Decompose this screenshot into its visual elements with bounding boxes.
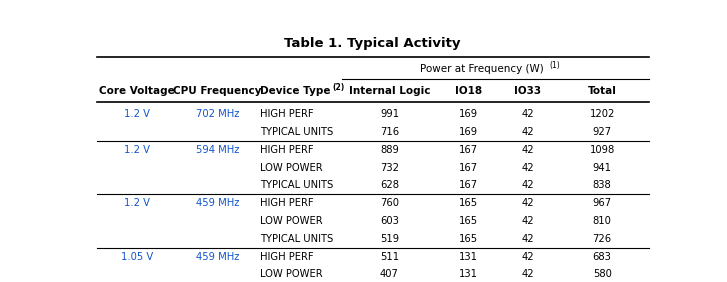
Text: HIGH PERF: HIGH PERF (260, 252, 313, 262)
Text: HIGH PERF: HIGH PERF (260, 109, 313, 119)
Text: 760: 760 (380, 198, 399, 208)
Text: 889: 889 (380, 145, 399, 155)
Text: LOW POWER: LOW POWER (260, 269, 323, 279)
Text: 927: 927 (593, 127, 611, 137)
Text: 716: 716 (380, 127, 399, 137)
Text: 165: 165 (459, 216, 478, 226)
Text: 810: 810 (593, 216, 611, 226)
Text: Core Voltage: Core Voltage (100, 86, 175, 96)
Text: 726: 726 (593, 234, 611, 244)
Text: 167: 167 (459, 163, 478, 173)
Text: 732: 732 (380, 163, 399, 173)
Text: 967: 967 (593, 198, 611, 208)
Text: 459 MHz: 459 MHz (196, 198, 239, 208)
Text: IO18: IO18 (455, 86, 482, 96)
Text: 42: 42 (521, 127, 534, 137)
Text: Internal Logic: Internal Logic (349, 86, 430, 96)
Text: LOW POWER: LOW POWER (260, 163, 323, 173)
Text: (2): (2) (332, 83, 345, 92)
Text: 167: 167 (459, 145, 478, 155)
Text: 42: 42 (521, 234, 534, 244)
Text: 1.2 V: 1.2 V (124, 145, 150, 155)
Text: 42: 42 (521, 252, 534, 262)
Text: 1.2 V: 1.2 V (124, 198, 150, 208)
Text: 991: 991 (380, 109, 399, 119)
Text: 1.05 V: 1.05 V (121, 252, 153, 262)
Text: 42: 42 (521, 163, 534, 173)
Text: HIGH PERF: HIGH PERF (260, 198, 313, 208)
Text: 511: 511 (380, 252, 399, 262)
Text: 580: 580 (593, 269, 611, 279)
Text: 941: 941 (593, 163, 611, 173)
Text: 407: 407 (380, 269, 399, 279)
Text: 165: 165 (459, 234, 478, 244)
Text: 42: 42 (521, 180, 534, 190)
Text: 42: 42 (521, 198, 534, 208)
Text: (1): (1) (549, 61, 560, 70)
Text: 628: 628 (380, 180, 399, 190)
Text: Total: Total (587, 86, 616, 96)
Text: Power at Frequency (W): Power at Frequency (W) (420, 63, 547, 74)
Text: 1098: 1098 (590, 145, 615, 155)
Text: 131: 131 (459, 252, 478, 262)
Text: TYPICAL UNITS: TYPICAL UNITS (260, 127, 333, 137)
Text: 42: 42 (521, 145, 534, 155)
Text: Table 1. Typical Activity: Table 1. Typical Activity (284, 37, 461, 50)
Text: 169: 169 (459, 127, 478, 137)
Text: 167: 167 (459, 180, 478, 190)
Text: CPU Frequency: CPU Frequency (174, 86, 262, 96)
Text: 683: 683 (593, 252, 611, 262)
Text: 169: 169 (459, 109, 478, 119)
Text: 131: 131 (459, 269, 478, 279)
Text: HIGH PERF: HIGH PERF (260, 145, 313, 155)
Text: 519: 519 (380, 234, 399, 244)
Text: LOW POWER: LOW POWER (260, 216, 323, 226)
Text: 459 MHz: 459 MHz (196, 252, 239, 262)
Text: 165: 165 (459, 198, 478, 208)
Text: 702 MHz: 702 MHz (196, 109, 239, 119)
Text: TYPICAL UNITS: TYPICAL UNITS (260, 180, 333, 190)
Text: 603: 603 (380, 216, 399, 226)
Text: 594 MHz: 594 MHz (196, 145, 239, 155)
Text: 838: 838 (593, 180, 611, 190)
Text: 42: 42 (521, 269, 534, 279)
Text: TYPICAL UNITS: TYPICAL UNITS (260, 234, 333, 244)
Text: 42: 42 (521, 109, 534, 119)
Text: 1202: 1202 (590, 109, 615, 119)
Text: 1.2 V: 1.2 V (124, 109, 150, 119)
Text: Device Type: Device Type (260, 86, 334, 96)
Text: 42: 42 (521, 216, 534, 226)
Text: IO33: IO33 (514, 86, 541, 96)
